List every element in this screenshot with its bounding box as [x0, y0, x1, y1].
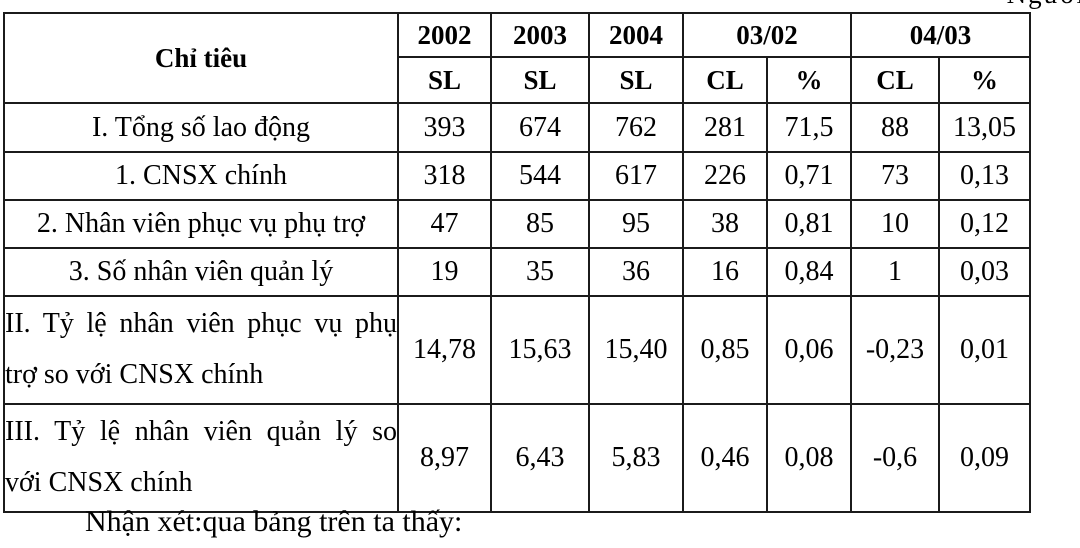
row-label: III. Tỷ lệ nhân viên quản lý so với CNSX… [3, 402, 399, 513]
value-cell: 19 [397, 247, 492, 297]
value-cell: 281 [682, 102, 768, 153]
header-comparison-03-02: 03/02 [681, 12, 853, 58]
row-label: II. Tỷ lệ nhân viên phục vụ phụ trợ so v… [3, 295, 399, 405]
value-cell: 318 [397, 151, 492, 201]
value-cell: 14,78 [397, 295, 492, 405]
header-cl-04-03: CL [850, 56, 941, 104]
value-cell: -0,6 [850, 402, 941, 513]
value-cell: 88 [850, 102, 941, 153]
cut-off-text-fragment: Người [936, 0, 1080, 9]
value-cell: 0,84 [765, 247, 853, 297]
row-label-line-1: III. Tỷ lệ nhân viên quản lý so [5, 415, 397, 447]
footer-note: Nhận xét:qua bảng trên ta thấy: [85, 505, 463, 538]
value-cell: 35 [490, 247, 590, 297]
value-cell: 0,03 [938, 247, 1032, 297]
value-cell: 15,63 [490, 295, 590, 405]
value-cell: 1 [850, 247, 941, 297]
header-sl-2004: SL [588, 56, 684, 104]
table-row-management-ratio: III. Tỷ lệ nhân viên quản lý so với CNSX… [3, 402, 1032, 513]
header-year-2003: 2003 [490, 12, 590, 58]
row-label-line-2: với CNSX chính [5, 466, 193, 498]
value-cell: 85 [490, 199, 590, 249]
value-cell: 617 [588, 151, 684, 201]
row-label: I. Tổng số lao động [3, 102, 399, 153]
value-cell: 0,85 [682, 295, 768, 405]
table-row-total-labor: I. Tổng số lao động 393 674 762 281 71,5… [3, 102, 1032, 153]
header-year-2002: 2002 [397, 12, 492, 58]
table-row-management-staff: 3. Số nhân viên quản lý 19 35 36 16 0,84… [3, 247, 1032, 297]
value-cell: 226 [682, 151, 768, 201]
row-label-line-1: II. Tỷ lệ nhân viên phục vụ phụ [5, 308, 397, 339]
value-cell: 0,71 [765, 151, 853, 201]
value-cell: 13,05 [938, 102, 1032, 153]
value-cell: 71,5 [765, 102, 853, 153]
row-label: 3. Số nhân viên quản lý [3, 247, 399, 297]
header-row-years: Chỉ tiêu 2002 2003 2004 03/02 04/03 [3, 12, 1032, 104]
value-cell: 47 [397, 199, 492, 249]
row-label: 1. CNSX chính [3, 151, 399, 201]
value-cell: 674 [490, 102, 590, 153]
value-cell: 73 [850, 151, 941, 201]
value-cell: 10 [850, 199, 941, 249]
value-cell: 38 [682, 199, 768, 249]
table-row-support-staff: 2. Nhân viên phục vụ phụ trợ 47 85 95 38… [3, 199, 1032, 249]
header-cl-03-02: CL [682, 56, 768, 104]
header-criteria: Chỉ tiêu [3, 12, 399, 104]
value-cell: 0,13 [938, 151, 1032, 201]
value-cell: 544 [490, 151, 590, 201]
value-cell: 393 [397, 102, 492, 153]
value-cell: 0,12 [938, 199, 1032, 249]
value-cell: 16 [682, 247, 768, 297]
value-cell: 36 [588, 247, 684, 297]
header-sl-2003: SL [490, 56, 590, 104]
value-cell: 0,81 [765, 199, 853, 249]
header-pct-04-03: % [938, 56, 1032, 104]
value-cell: 0,01 [938, 295, 1032, 405]
value-cell: 95 [588, 199, 684, 249]
value-cell: 15,40 [588, 295, 684, 405]
value-cell: 0,06 [765, 295, 853, 405]
header-row-measures: SL SL SL CL % CL % [4, 56, 1032, 104]
value-cell: -0,23 [850, 295, 941, 405]
table-row-support-ratio: II. Tỷ lệ nhân viên phục vụ phụ trợ so v… [3, 295, 1032, 405]
table-row-main-workers: 1. CNSX chính 318 544 617 226 0,71 73 0,… [3, 151, 1032, 201]
header-year-2004: 2004 [588, 12, 684, 58]
row-label-line-2: trợ so với CNSX chính [5, 358, 264, 390]
labor-statistics-table: Chỉ tiêu 2002 2003 2004 03/02 04/03 SL S… [3, 12, 1032, 513]
header-comparison-04-03: 04/03 [850, 12, 1032, 58]
value-cell: 8,97 [397, 402, 492, 513]
value-cell: 0,08 [765, 402, 853, 513]
cut-off-text: Người [936, 0, 1080, 9]
value-cell: 0,46 [682, 402, 768, 513]
value-cell: 762 [588, 102, 684, 153]
header-sl-2002: SL [397, 56, 492, 104]
value-cell: 5,83 [588, 402, 684, 513]
row-label: 2. Nhân viên phục vụ phụ trợ [3, 199, 399, 249]
header-pct-03-02: % [765, 56, 853, 104]
value-cell: 0,09 [938, 402, 1032, 513]
value-cell: 6,43 [490, 402, 590, 513]
